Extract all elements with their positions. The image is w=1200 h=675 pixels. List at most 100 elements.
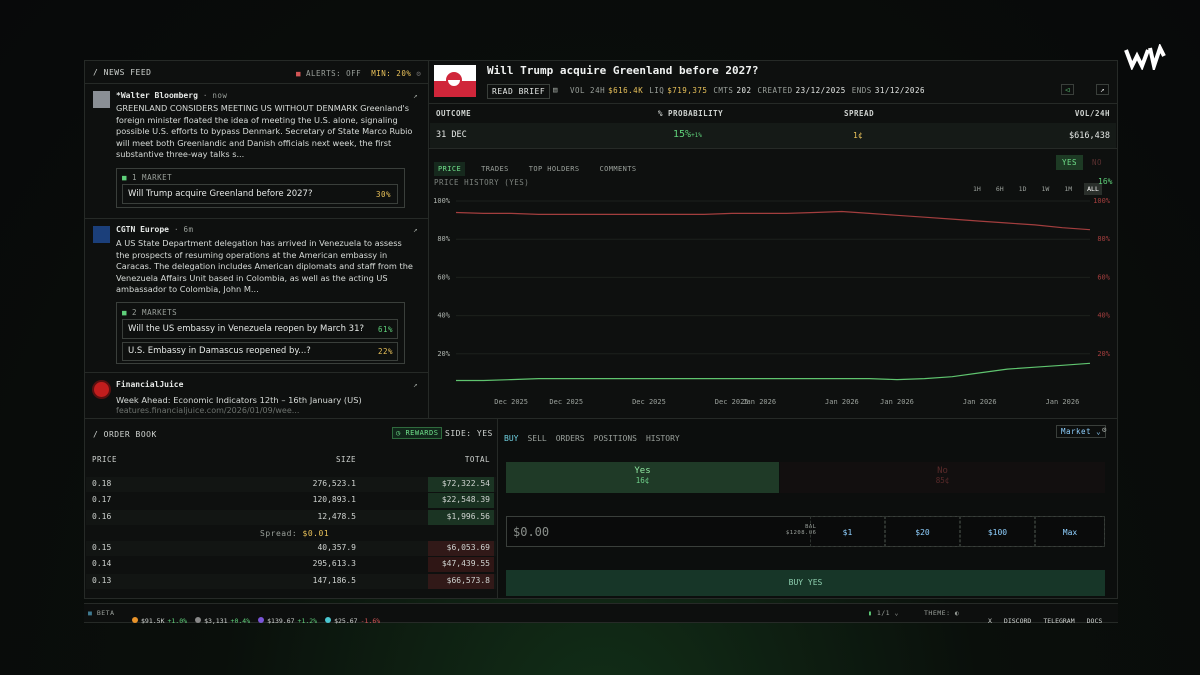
rewards[interactable]: ◷ REWARDS [392,427,443,439]
footer-link[interactable]: DISCORD [1003,617,1032,625]
price: 0.18 [92,479,112,488]
panel-title: / ORDER BOOK [93,430,157,439]
market-pct: 61% [378,325,394,334]
time: now [212,91,228,100]
price-chart: 20% 40% 60% 80% 100% 20% 40% 60% 80% 100% Dec 2025… [433,197,1111,406]
flag [434,65,476,97]
title: NEWS FEED [103,68,152,77]
open-icon[interactable]: ↗ [413,225,419,234]
ticker-icon [325,617,332,623]
range[interactable]: 1H [973,185,981,193]
label: Yes [634,466,651,476]
y-tick-label: 60% [437,273,450,281]
value: $1208.06 [786,530,817,536]
news-link[interactable]: features.financialjuice.com/2026/01/09/w… [116,406,300,415]
open-icon[interactable]: ↗ [413,380,419,389]
read-brief[interactable]: READ BRIEF [487,84,551,99]
row-bg [86,477,496,492]
quick-amount[interactable]: $20 [885,516,960,547]
x-tick-label: Jan 2026 [1046,398,1080,406]
label: BETA [96,609,115,617]
row-bg [86,573,496,589]
col-header: TOTAL [464,455,490,464]
size: 40,357.9 [317,543,356,552]
col-header: VOL/24H [1074,109,1110,118]
price: 0.13 [92,575,112,585]
range[interactable]: ALL [1084,183,1102,195]
quick-amount[interactable]: $100 [960,516,1035,547]
stat: CREATED 23/12/2025 [758,86,846,95]
trade-tab[interactable]: POSITIONS [593,434,637,443]
alerts-label[interactable]: ALERTS: OFF [306,69,362,78]
price: 0.16 [92,511,112,521]
label: 1 MARKET [132,173,173,182]
divider [428,103,1118,104]
amount-input[interactable] [506,516,1105,547]
price: 0.17 [92,495,112,505]
market-name: Will the US embassy in Venezuela reopen … [128,324,364,334]
footer-link[interactable]: TELEGRAM [1043,617,1075,625]
news-source: *Walter Bloomberg · now [116,91,228,100]
buy-button[interactable]: BUY YES [506,570,1105,596]
depth-bar [428,541,494,556]
market-row[interactable] [122,319,398,339]
stat: CMTS 202 [713,86,751,95]
no-button[interactable]: No 85¢ [780,462,1105,493]
value: $0.01 [302,529,330,538]
footer-link[interactable]: DOCS [1086,617,1103,625]
avatar [93,91,110,108]
market-row[interactable] [122,184,398,204]
y-tick-label: 80% [437,235,450,243]
tab[interactable]: TOP HOLDERS [528,165,580,173]
probability: 15%+1% [673,129,702,140]
no-toggle[interactable]: NO [1092,158,1103,167]
y2-tick-label: 20% [1097,350,1110,358]
market-row[interactable] [122,342,398,361]
ticker-icon [132,617,138,623]
open-icon[interactable]: ↗ [413,91,419,100]
order-type[interactable]: Market ⌄ [1056,425,1107,438]
tab[interactable]: PRICE [434,162,466,176]
tab[interactable]: COMMENTS [599,165,637,173]
yes-toggle[interactable]: YES [1056,155,1084,170]
ticker: $3,131 +0.4% [195,617,250,625]
expand-icon[interactable]: ↗ [1096,84,1110,95]
trade-tab[interactable]: BUY [504,434,519,443]
size: 12,478.5 [317,511,356,521]
tickers: $91.5K +1.0% $3,131 +0.4% $139.67 +1.2% $25.67… [132,608,388,627]
series-line [455,210,1091,231]
range[interactable]: 6H [995,185,1004,193]
footer [84,603,1118,623]
quick-amount[interactable]: Max [1035,516,1105,547]
ticker: $25.67 -1.6% [325,617,380,625]
title: ORDER BOOK [103,430,157,439]
tabs: PRICE TRADES TOP HOLDERS COMMENTS [434,156,652,176]
outcome-row[interactable] [430,123,1116,148]
yes-button[interactable]: Yes 16¢ [506,462,779,493]
footer-link[interactable]: X [988,617,992,625]
stats: VOL 24H $616.4K LIQ $719,375 CMTS 202 CREATED 2… [570,86,931,95]
side[interactable]: SIDE: YES [445,429,493,438]
market-name: Will Trump acquire Greenland before 2027… [128,189,313,199]
row-bg [86,541,496,556]
range[interactable]: 1D [1018,185,1027,193]
panel-title: / NEWS FEED [93,68,152,77]
total: $6,053.69 [446,543,490,552]
quick-amount[interactable]: $1 [810,516,885,547]
trade-tabs: BUY SELL ORDERS POSITIONS HISTORY [504,426,689,445]
min-label[interactable]: MIN: 20% [371,69,412,78]
links: X DISCORD TELEGRAM DOCS [988,608,1114,627]
source: CGTN Europe [116,225,169,234]
row-bg [86,509,496,525]
settings-icon[interactable]: ⚙ [1102,425,1108,434]
share-icon[interactable]: ◁ [1061,84,1075,95]
doc-icon[interactable]: ▤ [553,85,559,94]
trade-tab[interactable]: SELL [527,434,547,443]
trade-tab[interactable]: HISTORY [645,434,680,443]
tab[interactable]: TRADES [481,165,509,173]
stat-label: CREATED [757,86,793,95]
range[interactable]: 1W [1041,185,1050,193]
trade-tab[interactable]: ORDERS [555,434,585,443]
range[interactable]: 1M [1064,185,1073,193]
total: $47,439.55 [441,559,490,569]
